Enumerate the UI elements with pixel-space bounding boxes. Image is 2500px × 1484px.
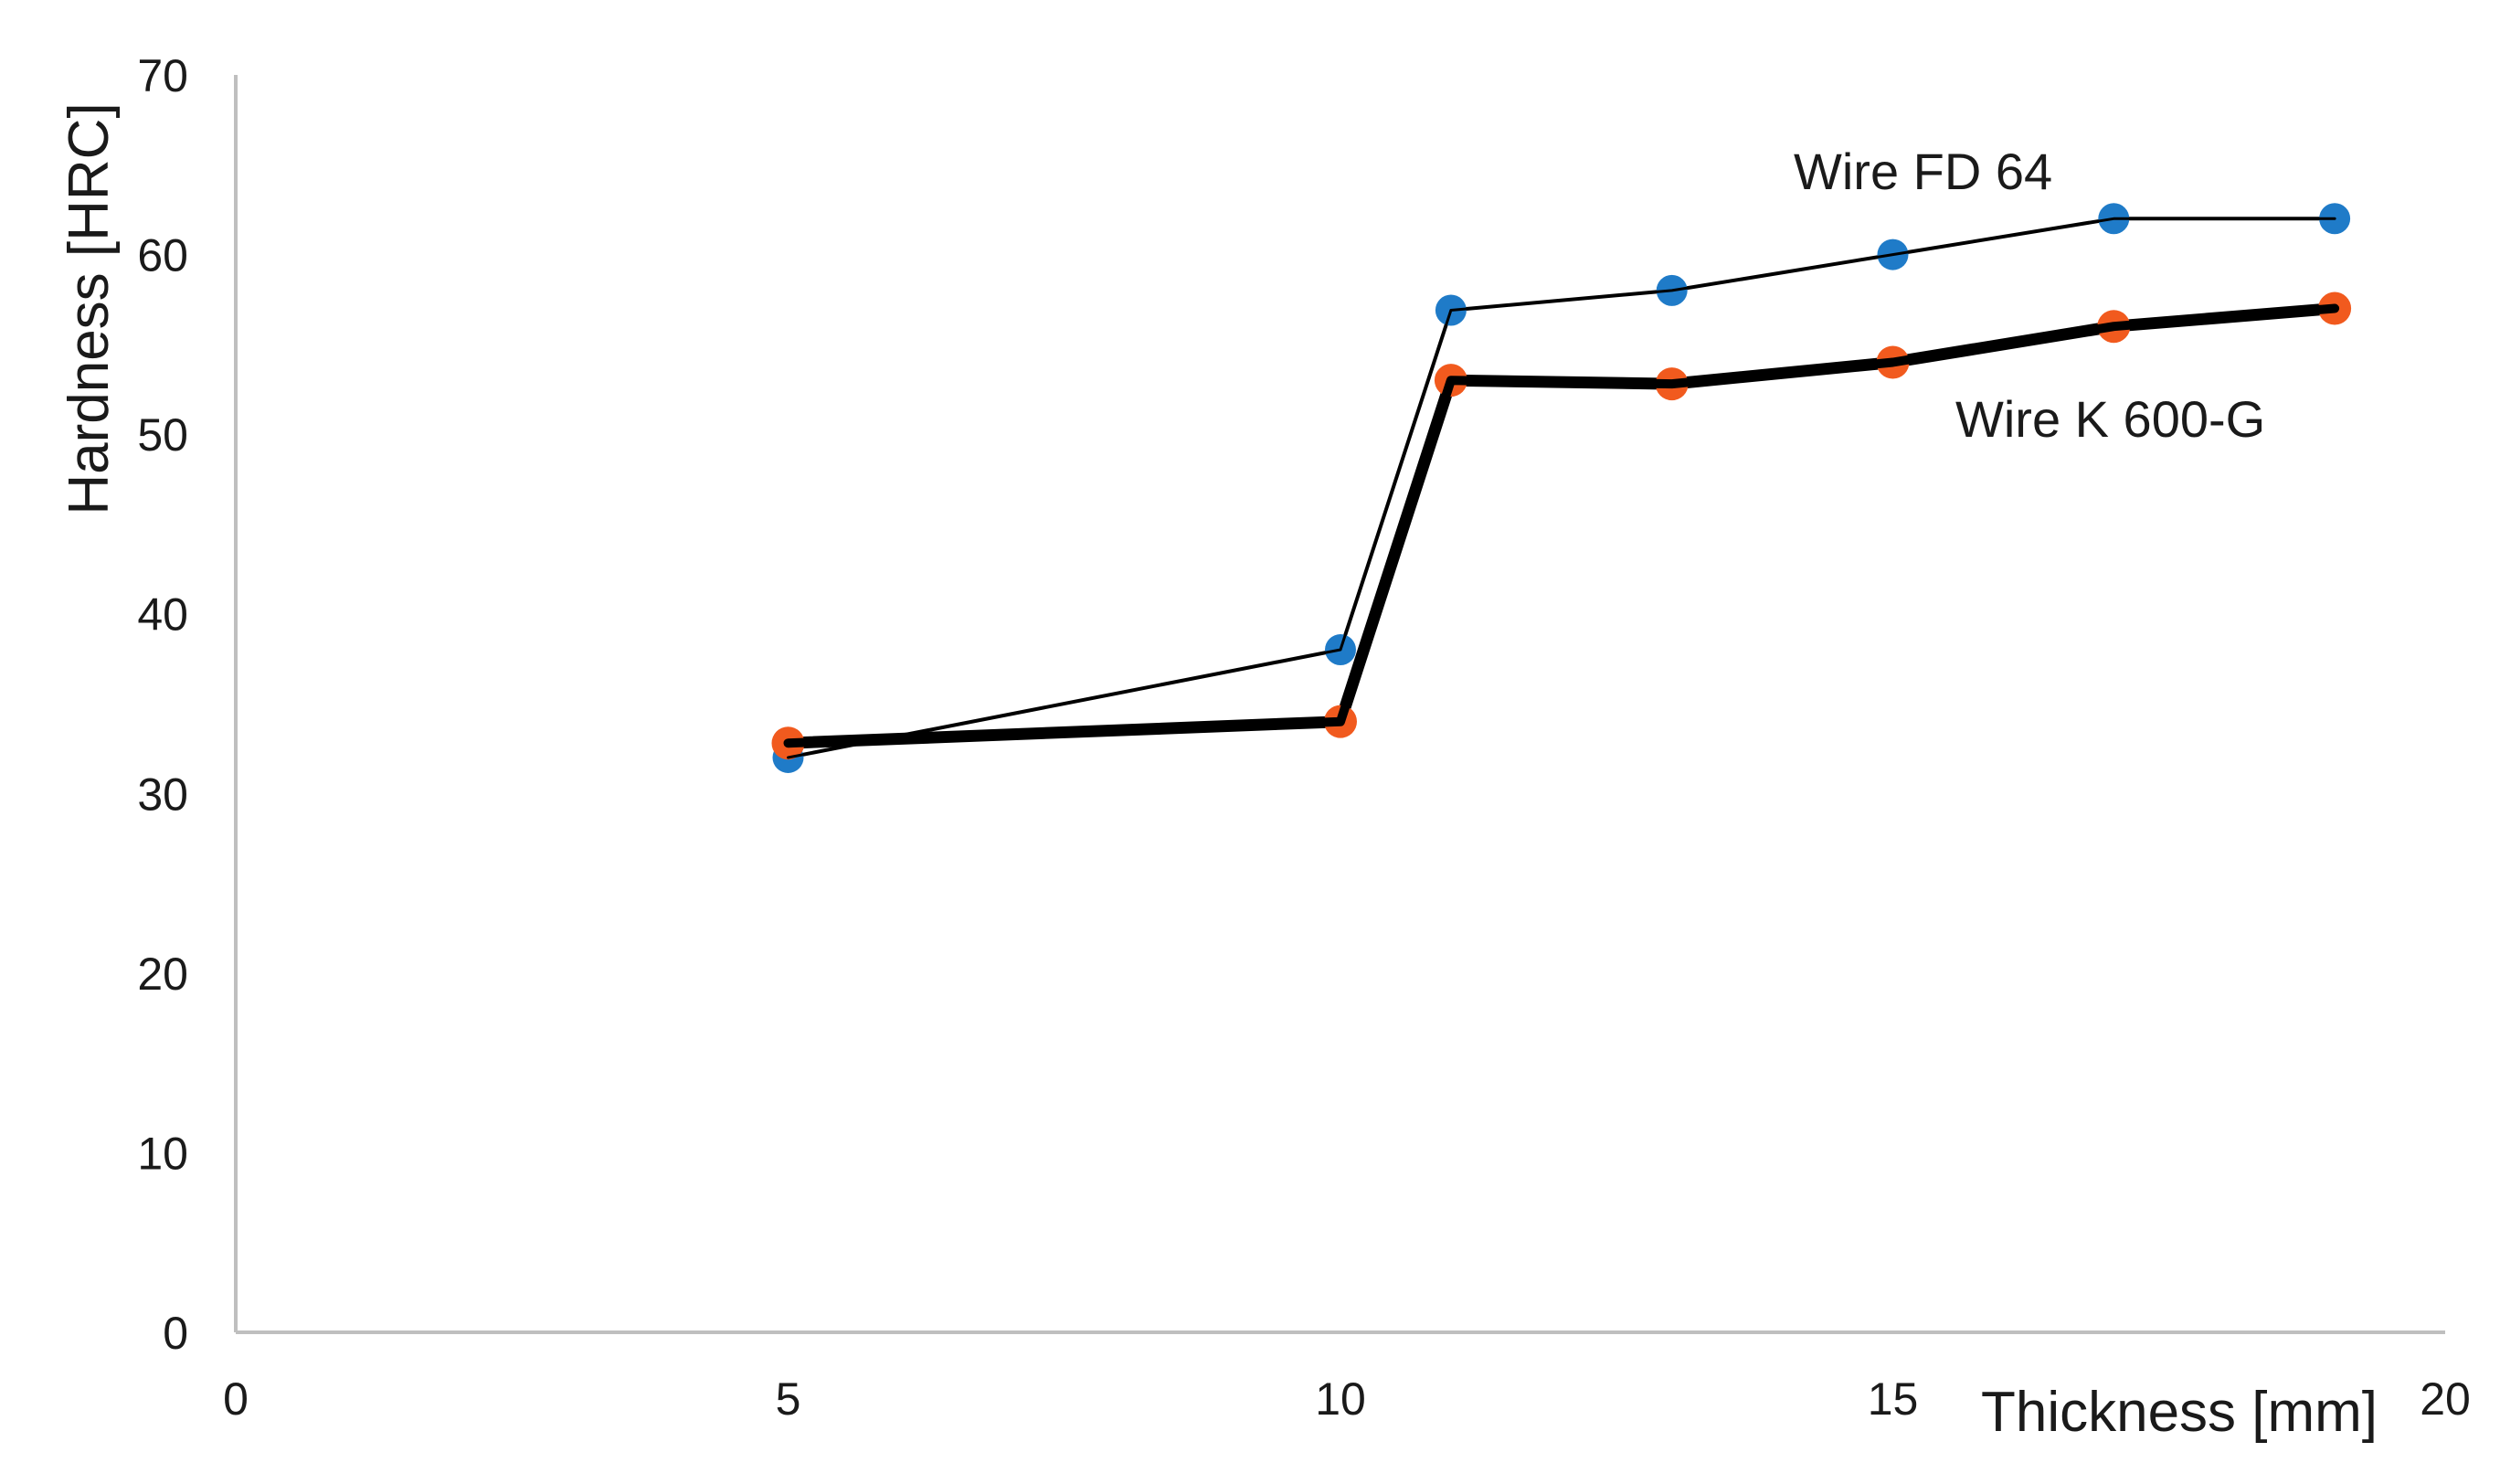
series-markers xyxy=(771,203,2352,773)
series-line-overlay xyxy=(783,217,2340,759)
series-line-overlay-0 xyxy=(787,217,2336,759)
y-tick-labels: 0 10 20 30 40 50 60 70 xyxy=(137,50,188,1359)
x-tick-label-15: 15 xyxy=(1868,1373,1919,1425)
series-label-wire-fd-64: Wire FD 64 xyxy=(1794,143,2052,200)
y-tick-label-40: 40 xyxy=(137,589,188,641)
x-tick-labels: 0 5 10 15 20 xyxy=(223,1373,2471,1425)
y-axis-title: Hardness [HRC] xyxy=(58,102,121,514)
y-tick-label-30: 30 xyxy=(137,768,188,820)
x-tick-label-5: 5 xyxy=(776,1373,801,1425)
y-tick-label-70: 70 xyxy=(137,50,188,101)
axes xyxy=(234,75,2445,1334)
series-line-1 xyxy=(782,302,2341,749)
x-tick-label-0: 0 xyxy=(223,1373,249,1425)
x-tick-label-20: 20 xyxy=(2420,1373,2471,1425)
y-tick-label-10: 10 xyxy=(137,1128,188,1179)
x-axis-title: Thickness [mm] xyxy=(1981,1381,2378,1444)
y-tick-label-60: 60 xyxy=(137,230,188,281)
y-tick-label-50: 50 xyxy=(137,409,188,461)
series-line-overlay-1 xyxy=(783,303,2340,748)
y-tick-label-20: 20 xyxy=(137,949,188,1000)
x-tick-label-10: 10 xyxy=(1315,1373,1366,1425)
y-tick-label-0: 0 xyxy=(163,1308,188,1359)
series-label-wire-k-600-g: Wire K 600-G xyxy=(1955,390,2265,448)
